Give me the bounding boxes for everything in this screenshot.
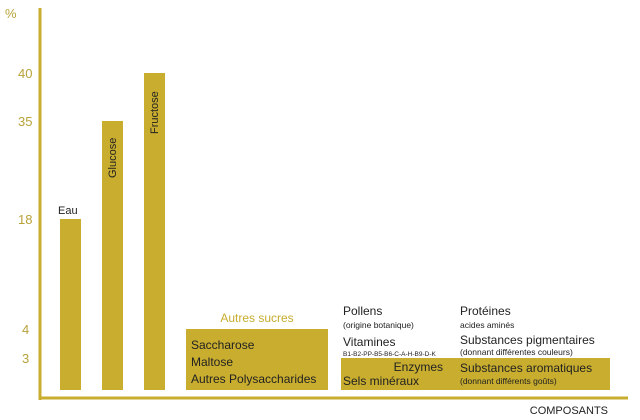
y-ticks: 40 35 18 4 3	[18, 66, 32, 366]
item-saccharose: Saccharose	[191, 338, 255, 352]
label-proteines: Protéines	[460, 304, 511, 318]
bar-glucose	[102, 121, 123, 390]
y-axis-unit: %	[5, 6, 17, 21]
bar-label-glucose: Glucose	[107, 138, 119, 178]
item-autres-polysaccharides: Autres Polysaccharides	[191, 372, 316, 386]
y-tick-35: 35	[18, 114, 32, 129]
bar-label-fructose: Fructose	[149, 91, 161, 134]
bar-autres-sucres	[186, 329, 328, 390]
item-maltose: Maltose	[191, 355, 233, 369]
label-aromatiques-note: (donnant différents goûts)	[460, 376, 557, 386]
bar-eau	[60, 219, 81, 390]
label-sels-mineraux: Sels minéraux	[343, 374, 419, 388]
y-tick-40: 40	[18, 66, 32, 81]
label-pigments-note: (donnant différentes couleurs)	[460, 347, 573, 357]
bar-minor-components	[341, 358, 610, 390]
label-proteines-note: acides aminés	[460, 320, 514, 330]
bar-fructose	[144, 73, 165, 390]
label-vitamines: Vitamines	[343, 335, 395, 349]
y-tick-3: 3	[22, 351, 29, 366]
bar-label-eau: Eau	[58, 205, 78, 217]
label-pollens-note: (origine botanique)	[343, 320, 414, 330]
y-tick-4: 4	[22, 322, 29, 337]
label-pollens: Pollens	[343, 304, 382, 318]
label-vitamines-note: B1-B2-PP-B5-B6-C-A-H-B9-D-K	[343, 351, 436, 358]
x-axis-label: COMPOSANTS	[530, 405, 608, 417]
label-substances-pigmentaires: Substances pigmentaires	[460, 333, 595, 347]
y-tick-18: 18	[18, 212, 32, 227]
label-substances-aromatiques: Substances aromatiques	[460, 361, 592, 375]
label-enzymes: Enzymes	[394, 360, 443, 374]
group-title-autres-sucres: Autres sucres	[220, 311, 293, 325]
